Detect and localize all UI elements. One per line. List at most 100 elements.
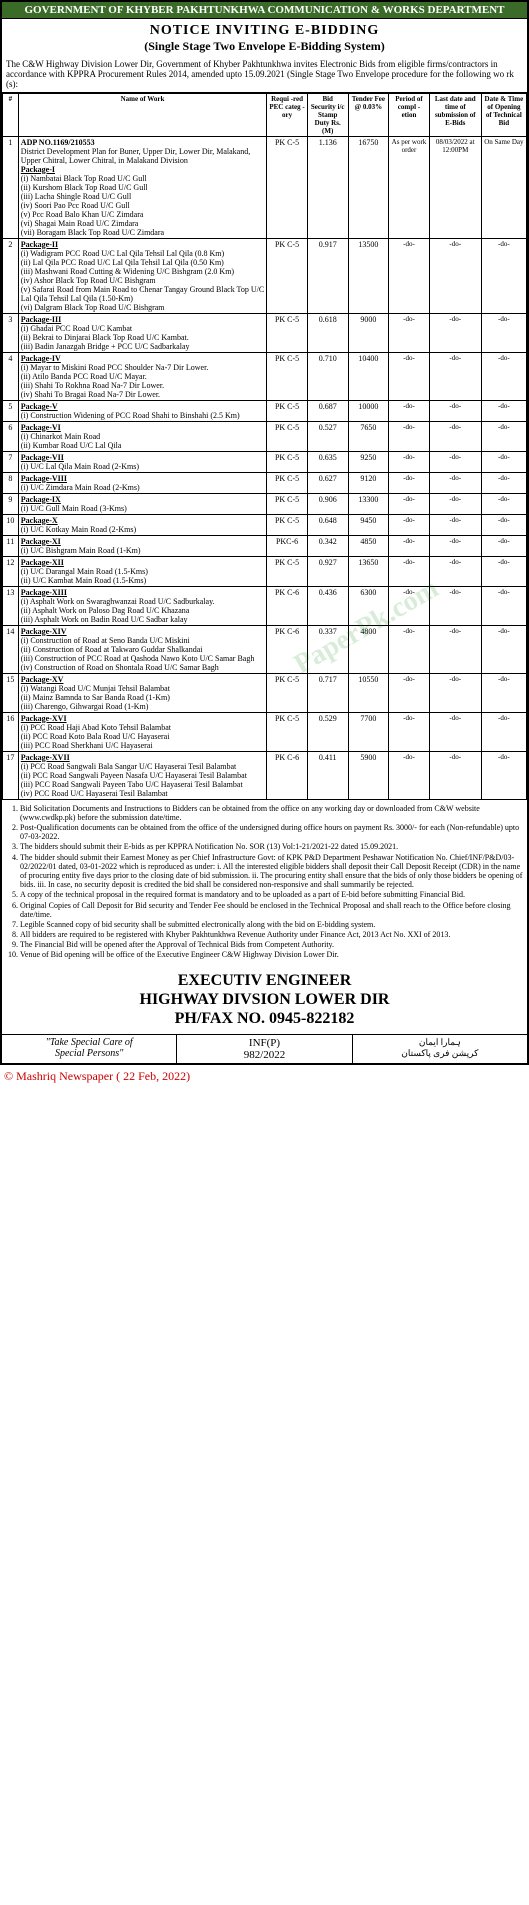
cell-sn: 11 bbox=[3, 535, 19, 556]
cell-sn: 3 bbox=[3, 313, 19, 352]
cell-open: -do- bbox=[481, 313, 526, 352]
cell-date: -do- bbox=[429, 712, 481, 751]
cell-fee: 9250 bbox=[348, 451, 389, 472]
col-date: Last date and time of submission of E-Bi… bbox=[429, 93, 481, 136]
cell-date: -do- bbox=[429, 352, 481, 400]
cell-fee: 10000 bbox=[348, 400, 389, 421]
cell-open: -do- bbox=[481, 586, 526, 625]
cell-work: Package-XI(i) U/C Bishgram Main Road (1-… bbox=[18, 535, 266, 556]
cell-open: -do- bbox=[481, 673, 526, 712]
cell-date: -do- bbox=[429, 400, 481, 421]
cell-sec: 0.627 bbox=[307, 472, 348, 493]
cell-work: Package-VIII(i) U/C Zimdara Main Road (2… bbox=[18, 472, 266, 493]
cell-cat: PK C-6 bbox=[267, 625, 308, 673]
col-sec: Bid Security i/c Stamp Duty Rs. (M) bbox=[307, 93, 348, 136]
cell-cat: PK C-5 bbox=[267, 352, 308, 400]
note-item: A copy of the technical proposal in the … bbox=[20, 890, 523, 899]
cell-per: -do- bbox=[389, 556, 430, 586]
cell-cat: PK C-6 bbox=[267, 586, 308, 625]
cell-cat: PKC-6 bbox=[267, 535, 308, 556]
foot-urdu-2: کرپشن فری پاکستان bbox=[355, 1048, 525, 1059]
cell-sec: 0.648 bbox=[307, 514, 348, 535]
signature-block: EXECUTIV ENGINEER HIGHWAY DIVSION LOWER … bbox=[2, 965, 527, 1035]
table-row: 13Package-XIII(i) Asphalt Work on Swarag… bbox=[3, 586, 527, 625]
cell-sn: 13 bbox=[3, 586, 19, 625]
foot-urdu-1: ہمارا ایمان bbox=[355, 1037, 525, 1048]
cell-work: Package-XVI(i) PCC Road Haji Abad Koto T… bbox=[18, 712, 266, 751]
table-row: 7Package-VII(i) U/C Lal Qila Main Road (… bbox=[3, 451, 527, 472]
cell-per: -do- bbox=[389, 535, 430, 556]
col-per: Period of compl -etion bbox=[389, 93, 430, 136]
cell-sn: 4 bbox=[3, 352, 19, 400]
cell-per: -do- bbox=[389, 313, 430, 352]
cell-per: -do- bbox=[389, 472, 430, 493]
cell-per: -do- bbox=[389, 451, 430, 472]
table-row: 3Package-III(i) Ghadai PCC Road U/C Kamb… bbox=[3, 313, 527, 352]
tender-notice: GOVERNMENT OF KHYBER PAKHTUNKHWA COMMUNI… bbox=[0, 0, 529, 1065]
table-row: 11Package-XI(i) U/C Bishgram Main Road (… bbox=[3, 535, 527, 556]
cell-per: -do- bbox=[389, 514, 430, 535]
cell-fee: 13300 bbox=[348, 493, 389, 514]
cell-per: -do- bbox=[389, 712, 430, 751]
cell-work: Package-X(i) U/C Kotkay Main Road (2-Kms… bbox=[18, 514, 266, 535]
cell-per: -do- bbox=[389, 352, 430, 400]
cell-sn: 9 bbox=[3, 493, 19, 514]
intro-text: The C&W Highway Division Lower Dir, Gove… bbox=[2, 58, 527, 93]
cell-date: -do- bbox=[429, 625, 481, 673]
cell-sn: 14 bbox=[3, 625, 19, 673]
cell-sec: 0.342 bbox=[307, 535, 348, 556]
cell-cat: PK C-5 bbox=[267, 421, 308, 451]
table-row: 6Package-VI(i) Chinarkot Main Road(ii) K… bbox=[3, 421, 527, 451]
cell-sn: 15 bbox=[3, 673, 19, 712]
notice-subtitle: (Single Stage Two Envelope E-Bidding Sys… bbox=[2, 39, 527, 58]
cell-fee: 4850 bbox=[348, 535, 389, 556]
col-fee: Tender Fee @ 0.03% bbox=[348, 93, 389, 136]
cell-per: -do- bbox=[389, 400, 430, 421]
cell-work: Package-VI(i) Chinarkot Main Road(ii) Ku… bbox=[18, 421, 266, 451]
cell-date: -do- bbox=[429, 451, 481, 472]
table-row: 4Package-IV(i) Mayar to Miskini Road PCC… bbox=[3, 352, 527, 400]
cell-cat: PK C-5 bbox=[267, 400, 308, 421]
cell-sec: 1.136 bbox=[307, 136, 348, 238]
sig-line-3: PH/FAX NO. 0945-822182 bbox=[4, 1009, 525, 1028]
cell-sec: 0.717 bbox=[307, 673, 348, 712]
cell-fee: 16750 bbox=[348, 136, 389, 238]
cell-cat: PK C-5 bbox=[267, 238, 308, 313]
notice-title: NOTICE INVITING E-BIDDING bbox=[2, 19, 527, 39]
bid-table: # Name of Work Requi -red PEC categ -ory… bbox=[2, 93, 527, 800]
cell-date: -do- bbox=[429, 472, 481, 493]
cell-work: Package-VII(i) U/C Lal Qila Main Road (2… bbox=[18, 451, 266, 472]
cell-fee: 10400 bbox=[348, 352, 389, 400]
cell-open: -do- bbox=[481, 238, 526, 313]
cell-cat: PK C-6 bbox=[267, 751, 308, 799]
cell-work: Package-XIII(i) Asphalt Work on Swaraghw… bbox=[18, 586, 266, 625]
foot-care-2: Special Persons" bbox=[4, 1048, 174, 1059]
cell-date: -do- bbox=[429, 556, 481, 586]
cell-work: Package-IV(i) Mayar to Miskini Road PCC … bbox=[18, 352, 266, 400]
cell-fee: 4800 bbox=[348, 625, 389, 673]
cell-open: -do- bbox=[481, 751, 526, 799]
note-item: The bidder should submit their Earnest M… bbox=[20, 853, 523, 890]
cell-open: -do- bbox=[481, 472, 526, 493]
cell-per: As per work order bbox=[389, 136, 430, 238]
cell-cat: PK C-5 bbox=[267, 712, 308, 751]
col-open: Date & Time of Opening of Technical Bid bbox=[481, 93, 526, 136]
cell-per: -do- bbox=[389, 421, 430, 451]
cell-work: Package-II(i) Wadigram PCC Road U/C Lal … bbox=[18, 238, 266, 313]
cell-sec: 0.917 bbox=[307, 238, 348, 313]
cell-sec: 0.906 bbox=[307, 493, 348, 514]
cell-open: -do- bbox=[481, 514, 526, 535]
table-row: 10Package-X(i) U/C Kotkay Main Road (2-K… bbox=[3, 514, 527, 535]
cell-date: -do- bbox=[429, 751, 481, 799]
cell-sec: 0.436 bbox=[307, 586, 348, 625]
cell-open: -do- bbox=[481, 421, 526, 451]
cell-sec: 0.618 bbox=[307, 313, 348, 352]
cell-open: -do- bbox=[481, 535, 526, 556]
cell-per: -do- bbox=[389, 238, 430, 313]
cell-date: -do- bbox=[429, 313, 481, 352]
cell-cat: PK C-5 bbox=[267, 472, 308, 493]
notes-list: Bid Solicitation Documents and Instructi… bbox=[2, 800, 527, 965]
cell-date: -do- bbox=[429, 514, 481, 535]
table-row: 8Package-VIII(i) U/C Zimdara Main Road (… bbox=[3, 472, 527, 493]
foot-care-1: "Take Special Care of bbox=[4, 1037, 174, 1048]
